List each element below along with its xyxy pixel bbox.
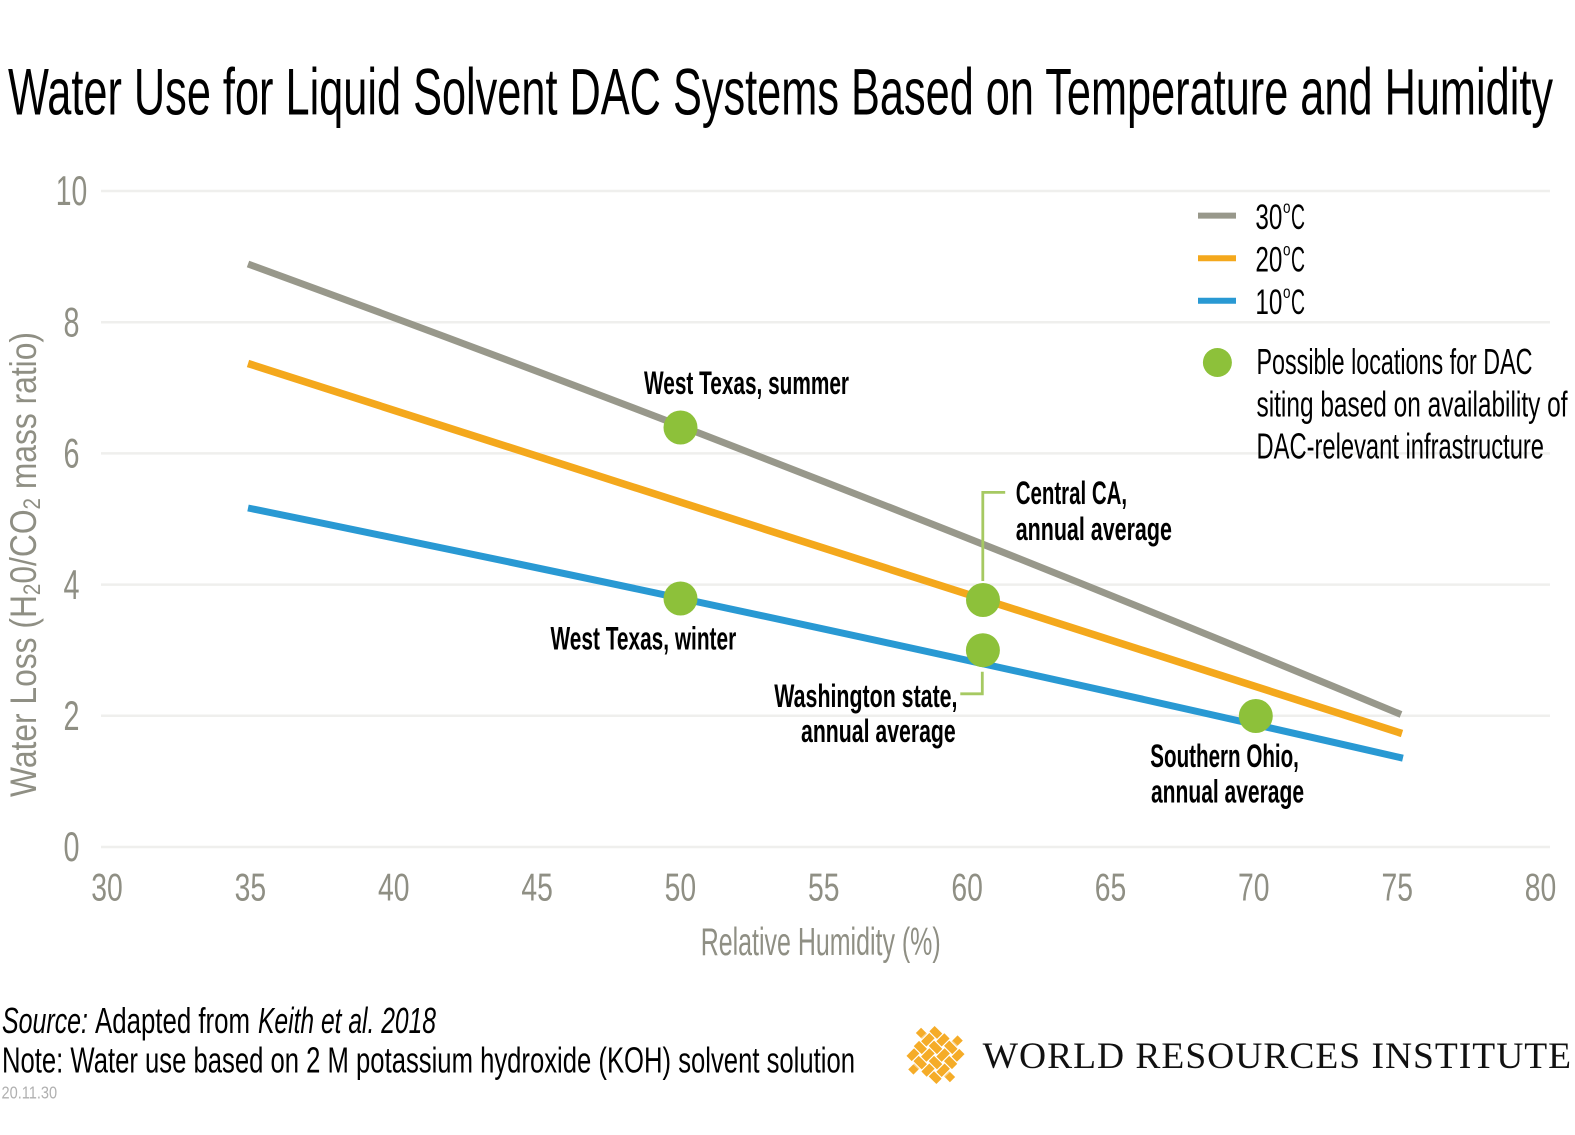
svg-text:West Texas, summer: West Texas, summer xyxy=(644,365,849,401)
svg-text:35: 35 xyxy=(235,867,267,910)
svg-text:50: 50 xyxy=(665,867,697,910)
svg-text:45: 45 xyxy=(521,867,553,910)
svg-text:o: o xyxy=(1283,240,1291,260)
svg-text:0: 0 xyxy=(64,823,80,870)
svg-text:WORLD RESOURCES INSTITUTE: WORLD RESOURCES INSTITUTE xyxy=(983,1036,1575,1077)
svg-text:20.11.30: 20.11.30 xyxy=(2,1082,58,1102)
svg-text:o: o xyxy=(1283,197,1291,217)
svg-text:20: 20 xyxy=(1255,239,1282,279)
svg-text:siting based on availability o: siting based on availability of xyxy=(1257,384,1569,425)
svg-text:C: C xyxy=(1291,197,1305,237)
svg-text:Water Loss (H20/CO2 mass ratio: Water Loss (H20/CO2 mass ratio) xyxy=(3,332,46,797)
svg-text:75: 75 xyxy=(1381,867,1413,910)
svg-text:Central CA,: Central CA, xyxy=(1016,475,1127,511)
svg-text:80: 80 xyxy=(1525,867,1557,910)
svg-text:Water Use for Liquid Solvent D: Water Use for Liquid Solvent DAC Systems… xyxy=(8,56,1553,129)
svg-text:70: 70 xyxy=(1238,867,1270,910)
svg-text:C: C xyxy=(1291,239,1305,279)
svg-text:Source:: Source: xyxy=(2,1000,88,1041)
svg-text:10: 10 xyxy=(1255,282,1282,322)
svg-text:30: 30 xyxy=(91,867,123,910)
svg-text:Relative Humidity (%): Relative Humidity (%) xyxy=(701,921,941,964)
svg-text:DAC-relevant infrastructure: DAC-relevant infrastructure xyxy=(1257,426,1545,467)
svg-text:65: 65 xyxy=(1095,867,1127,910)
svg-text:8: 8 xyxy=(64,298,80,345)
svg-text:Note: Water use based on 2 M p: Note: Water use based on 2 M potassium h… xyxy=(2,1040,855,1081)
svg-text:o: o xyxy=(1283,282,1291,302)
svg-text:6: 6 xyxy=(64,430,80,477)
svg-text:40: 40 xyxy=(378,867,410,910)
svg-text:Southern Ohio,: Southern Ohio, xyxy=(1150,738,1299,774)
svg-text:4: 4 xyxy=(64,561,80,608)
svg-text:Adapted from: Adapted from xyxy=(95,1000,250,1041)
svg-text:annual average: annual average xyxy=(801,713,956,749)
svg-text:2: 2 xyxy=(64,692,80,739)
svg-text:C: C xyxy=(1291,282,1305,322)
svg-text:annual average: annual average xyxy=(1016,511,1172,547)
svg-text:60: 60 xyxy=(951,867,983,910)
svg-text:West Texas, winter: West Texas, winter xyxy=(551,621,737,657)
svg-text:Keith et al. 2018: Keith et al. 2018 xyxy=(258,1000,436,1041)
svg-text:10: 10 xyxy=(56,167,88,214)
svg-text:annual average: annual average xyxy=(1151,773,1304,809)
svg-text:Possible locations for DAC: Possible locations for DAC xyxy=(1257,341,1533,382)
svg-text:55: 55 xyxy=(808,867,840,910)
svg-text:30: 30 xyxy=(1255,197,1282,237)
svg-text:Washington state,: Washington state, xyxy=(774,678,957,714)
